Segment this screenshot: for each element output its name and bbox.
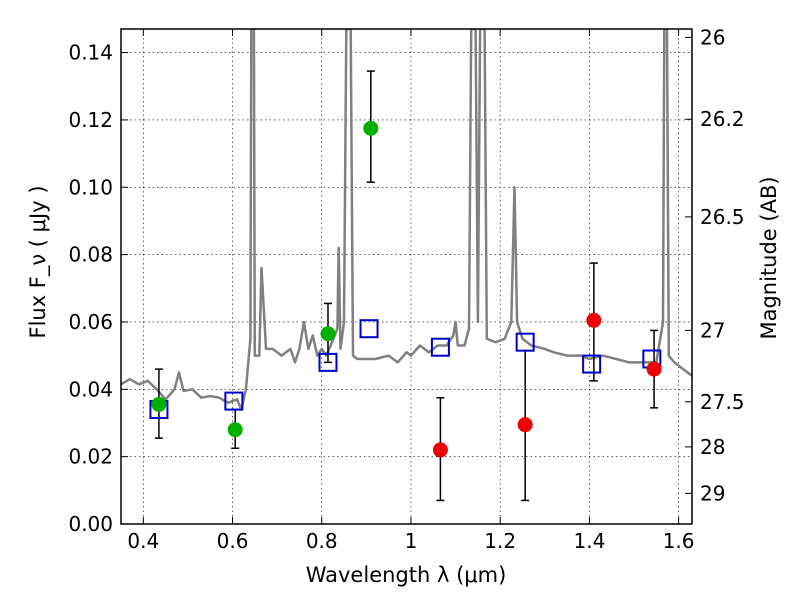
y2-tick-label: 28 — [700, 435, 725, 459]
x-tick-label: 1.6 — [663, 529, 695, 553]
square-marker — [318, 352, 338, 372]
y-tick-label: 0.10 — [68, 175, 113, 199]
spectrum-layer — [121, 29, 692, 411]
x-tick-label: 0.6 — [217, 529, 249, 553]
x-tick-label: 1.4 — [573, 529, 605, 553]
y2-tick-label: 26.2 — [700, 107, 745, 131]
circle-marker — [320, 326, 336, 342]
spectrum-line — [121, 29, 692, 411]
circle-marker — [586, 312, 602, 328]
y-tick-label: 0.02 — [68, 445, 113, 469]
x-axis-title: Wavelength λ (μm) — [306, 563, 507, 587]
circle-marker — [151, 396, 167, 412]
y2-axis-title: Magnitude (AB) — [757, 176, 781, 339]
y2-tick-label: 27.5 — [700, 390, 745, 414]
grid — [121, 29, 692, 525]
y-tick-label: 0.08 — [68, 243, 113, 267]
y-tick-label: 0.06 — [68, 310, 113, 334]
y-axis-title: Flux F_ν ( μJy ) — [26, 185, 51, 338]
square-marker — [224, 391, 244, 411]
tick-labels: 0.4 0.6 0.8 1 1.2 1.4 1.6 0.00 0.02 0.04 0.06 0.08 0… — [68, 25, 744, 553]
square-marker — [359, 319, 379, 339]
square-marker — [582, 354, 602, 374]
x-tick-label: 1 — [405, 529, 418, 553]
circle-marker — [227, 422, 243, 438]
y2-tick-label: 29 — [700, 481, 725, 505]
ticks — [121, 29, 692, 525]
plot-background — [121, 29, 692, 524]
circle-marker — [517, 417, 533, 433]
x-tick-label: 1.2 — [484, 529, 516, 553]
y2-tick-label: 26.5 — [700, 205, 745, 229]
circle-marker — [432, 442, 448, 458]
plot-frame — [120, 28, 693, 525]
marker-layer — [149, 120, 662, 458]
circle-marker — [646, 361, 662, 377]
y-tick-label: 0.04 — [68, 377, 113, 401]
square-marker — [430, 337, 450, 357]
y-tick-label: 0.12 — [68, 108, 113, 132]
x-tick-label: 0.4 — [127, 529, 159, 553]
x-tick-label: 0.8 — [306, 529, 338, 553]
y2-tick-label: 27 — [700, 318, 725, 342]
square-marker — [515, 332, 535, 352]
circle-marker — [363, 120, 379, 136]
y-tick-label: 0.00 — [68, 512, 113, 536]
y2-tick-label: 26 — [700, 25, 725, 49]
y-tick-label: 0.14 — [68, 41, 113, 65]
